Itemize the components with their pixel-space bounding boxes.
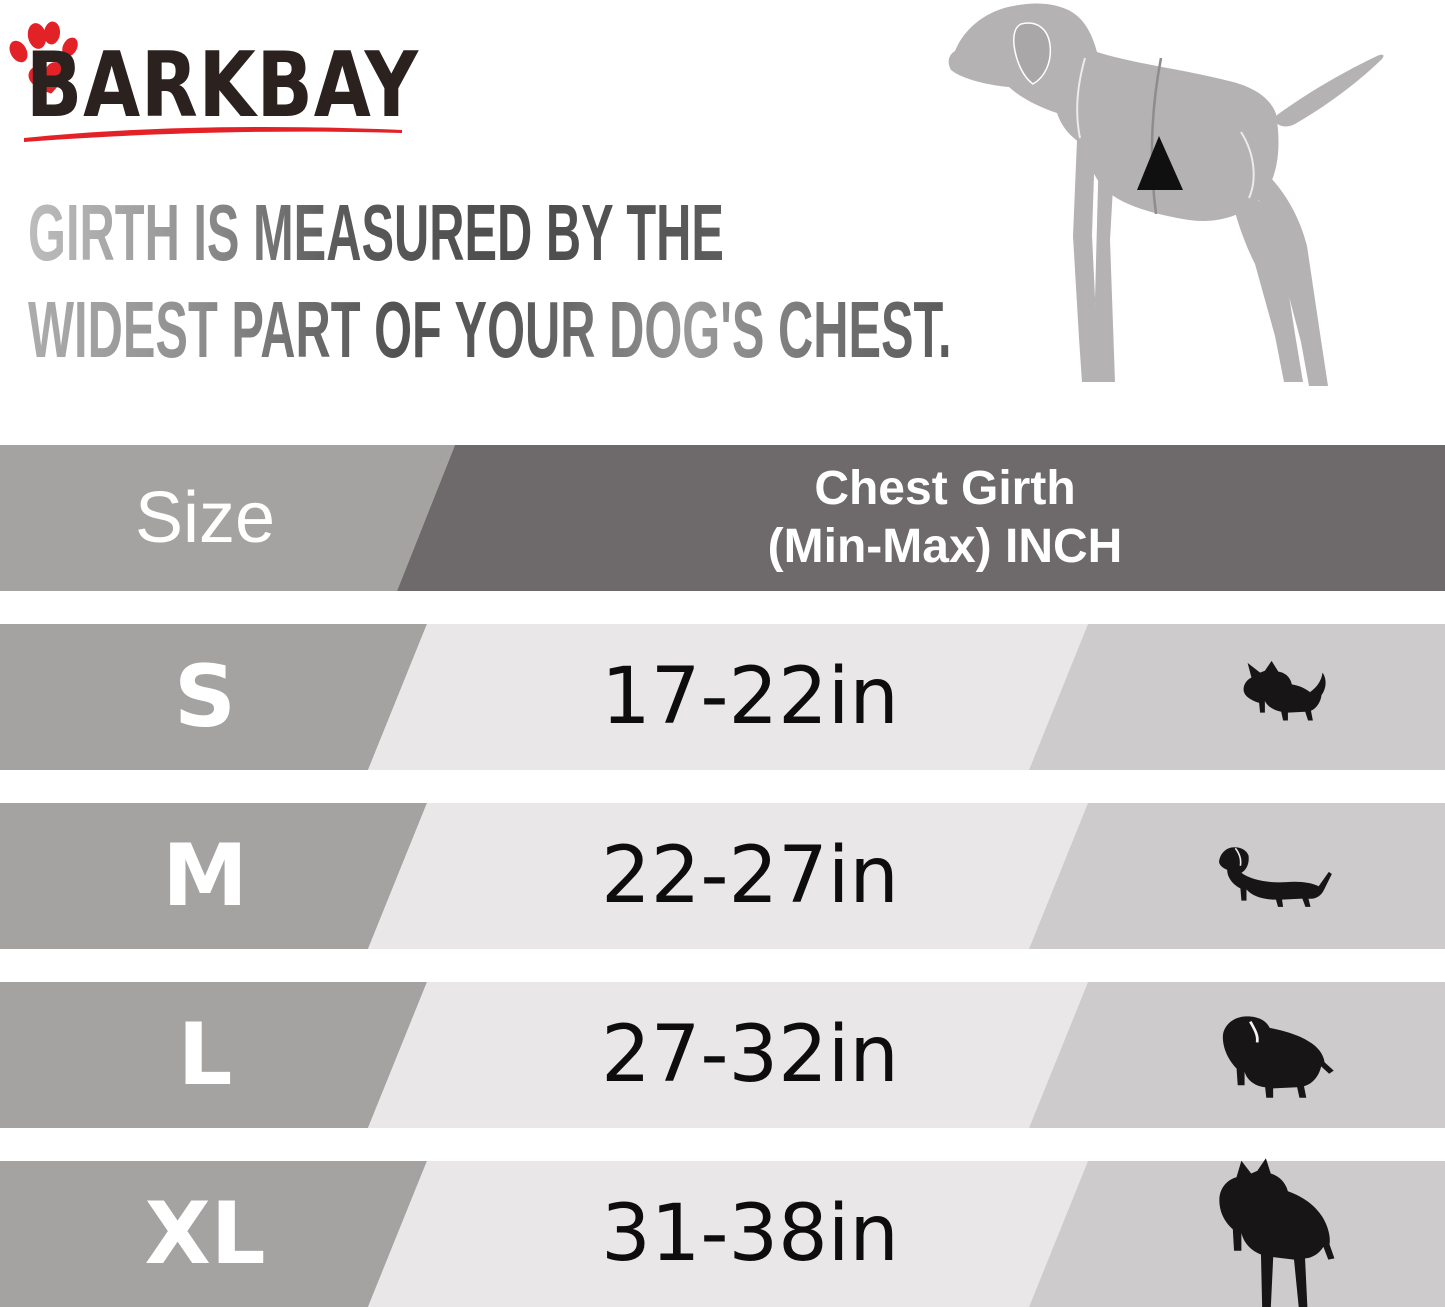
- dog-measurement-diagram: [948, 3, 1384, 386]
- labrador-icon: [1222, 1016, 1334, 1098]
- brand-name: BARKBAY: [26, 33, 419, 138]
- table-header: Size Chest Girth (Min-Max) INCH: [0, 445, 1445, 591]
- dachshund-icon: [1219, 847, 1332, 907]
- chihuahua-icon: [1243, 660, 1326, 721]
- chest-girth-line: [1150, 57, 1163, 215]
- dog-ear: [1013, 22, 1052, 85]
- header-size-cell: [0, 445, 455, 591]
- header-girth-cell: [397, 445, 1445, 591]
- row-xl: XL 31-38in: [0, 1158, 1445, 1307]
- size-column-header: Size: [134, 478, 276, 558]
- size-label: L: [177, 1005, 233, 1105]
- chest-arrow-icon: [1137, 136, 1183, 190]
- girth-value: 17-22in: [601, 652, 899, 742]
- size-label: S: [174, 647, 236, 747]
- girth-column-header: Chest Girth (Min-Max) INCH: [767, 462, 1123, 573]
- girth-value: 27-32in: [601, 1010, 899, 1100]
- row-m: M 22-27in: [0, 803, 1445, 949]
- dog-silhouette: [948, 3, 1279, 222]
- great-dane-icon: [1219, 1158, 1335, 1307]
- headline-line2: WIDEST PART OF YOUR DOG'S CHEST.: [28, 285, 952, 374]
- logo-underline-swoosh: [24, 126, 402, 142]
- row-s: S 17-22in: [0, 624, 1445, 770]
- size-label: M: [162, 826, 248, 926]
- size-label: XL: [144, 1184, 266, 1284]
- headline-line1: GIRTH IS MEASURED BY THE: [28, 188, 724, 277]
- brand-logo: BARKBAY: [0, 0, 430, 160]
- girth-value: 31-38in: [601, 1189, 899, 1279]
- girth-value: 22-27in: [601, 831, 899, 921]
- paw-print-icon: [9, 21, 78, 94]
- row-l: L 27-32in: [0, 982, 1445, 1128]
